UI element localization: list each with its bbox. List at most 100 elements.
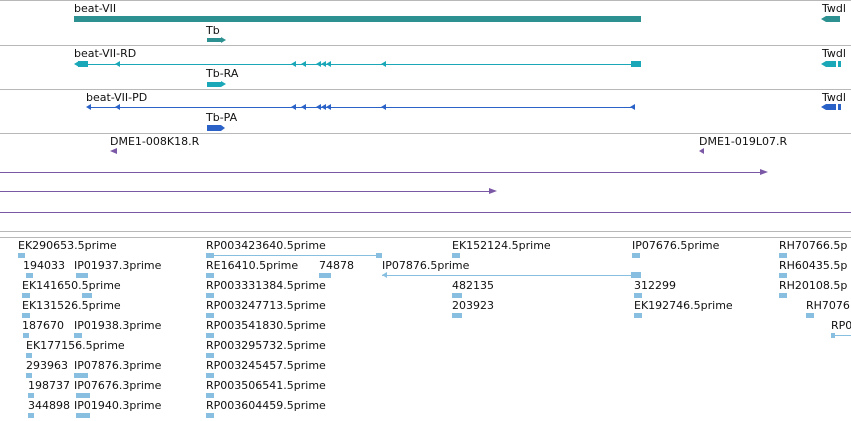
est-label[interactable]: IP07876.3prime (74, 359, 162, 372)
intron-arrow (316, 104, 321, 110)
est-block (634, 293, 642, 298)
est-block (18, 253, 25, 258)
bac-line[interactable] (0, 172, 762, 173)
est-label[interactable]: RP003506541.5prime (206, 379, 326, 392)
est-label[interactable]: RP003604459.5prime (206, 399, 326, 412)
est-block (206, 253, 214, 258)
est-label[interactable]: IP01940.3prime (74, 399, 162, 412)
est-label[interactable]: RP003295732.5prime (206, 339, 326, 352)
est-label[interactable]: 203923 (452, 299, 494, 312)
protein-label-tb-pa[interactable]: Tb-PA (206, 111, 238, 124)
intron-arrow (316, 61, 321, 67)
est-label[interactable]: RP003247713.5prime (206, 299, 326, 312)
bac-arrow (489, 188, 497, 194)
est-label[interactable]: EK290653.5prime (18, 239, 117, 252)
intron-arrow (321, 104, 326, 110)
bac-label-019l07[interactable]: DME1-019L07.R (699, 135, 788, 148)
est-label[interactable]: RP0 (831, 319, 851, 332)
est-line[interactable] (831, 335, 851, 336)
intron-arrow (115, 104, 120, 110)
est-label[interactable]: 293963 (26, 359, 68, 372)
est-label[interactable]: RH20108.5p (779, 279, 848, 292)
est-block (452, 313, 462, 318)
protein-label-twdl-pd[interactable]: Twdl (822, 91, 846, 104)
exon-block (838, 61, 841, 67)
gene-label-tb[interactable]: Tb (206, 24, 220, 37)
track-divider (0, 133, 851, 134)
est-label[interactable]: IP07676.5prime (632, 239, 720, 252)
transcript-label-beat-vii-rd[interactable]: beat-VII-RD (74, 47, 137, 60)
est-label[interactable]: 187670 (22, 319, 64, 332)
est-label[interactable]: RH60435.5p (779, 259, 848, 272)
protein-line-beat-vii-pd[interactable] (88, 107, 634, 108)
transcript-label-twdl-rd[interactable]: Twdl (822, 47, 846, 60)
protein-label-beat-vii-pd[interactable]: beat-VII-PD (86, 91, 148, 104)
est-label[interactable]: IP07876.5prime (382, 259, 470, 272)
transcript-label-tb-ra[interactable]: Tb-RA (206, 67, 239, 80)
gene-label-beat-vii[interactable]: beat-VII (74, 2, 117, 15)
protein-bar-tb-pa[interactable] (207, 125, 221, 131)
intron-arrow (321, 61, 326, 67)
intron-arrow (115, 61, 120, 67)
est-block (28, 393, 34, 398)
est-block (206, 353, 214, 358)
est-label[interactable]: 482135 (452, 279, 494, 292)
gene-arrow-twdl (821, 16, 826, 22)
est-block (206, 273, 214, 278)
est-label[interactable]: RH7076 (806, 299, 850, 312)
gene-label-twdl[interactable]: Twdl (822, 2, 846, 15)
est-label[interactable]: 194033 (23, 259, 65, 272)
est-block (779, 253, 787, 258)
est-label[interactable]: 344898 (28, 399, 70, 412)
est-label[interactable]: RP003331384.5prime (206, 279, 326, 292)
est-block (22, 313, 30, 318)
intron-arrow (326, 61, 331, 67)
track-divider (0, 231, 851, 232)
est-block (206, 333, 214, 338)
exon-block (631, 61, 641, 67)
est-label[interactable]: 74878 (319, 259, 354, 272)
est-block (206, 313, 214, 318)
transcript-line-beat-vii-rd[interactable] (78, 64, 638, 65)
est-label[interactable]: IP01938.3prime (74, 319, 162, 332)
track-divider (0, 0, 851, 1)
strand-arrow (821, 61, 826, 67)
est-label[interactable]: 198737 (28, 379, 70, 392)
est-label[interactable]: RH70766.5p (779, 239, 848, 252)
exon-block (838, 104, 841, 110)
est-block (26, 373, 32, 378)
est-label[interactable]: RP003245457.5prime (206, 359, 326, 372)
est-label[interactable]: RE16410.5prime (206, 259, 299, 272)
transcript-bar-tb-ra[interactable] (207, 82, 221, 87)
est-label[interactable]: EK141650.5prime (22, 279, 121, 292)
bac-line[interactable] (0, 191, 490, 192)
est-label[interactable]: RP003423640.5prime (206, 239, 326, 252)
strand-arrow (74, 61, 79, 67)
est-label[interactable]: EK192746.5prime (634, 299, 733, 312)
est-block (806, 313, 814, 318)
est-label[interactable]: EK131526.5prime (22, 299, 121, 312)
est-block (831, 333, 835, 338)
est-label[interactable]: EK177156.5prime (26, 339, 125, 352)
gene-bar-twdl[interactable] (826, 16, 840, 22)
gene-bar-tb[interactable] (207, 38, 221, 42)
est-block (28, 413, 34, 418)
est-block (206, 413, 214, 418)
exon-block (78, 61, 88, 67)
est-block (452, 253, 460, 258)
bac-label-008k18[interactable]: DME1-008K18.R (110, 135, 200, 148)
est-block (634, 313, 642, 318)
est-label[interactable]: 312299 (634, 279, 676, 292)
est-block (631, 272, 641, 278)
bac-line[interactable] (0, 212, 851, 213)
est-block (319, 273, 331, 278)
est-block (74, 373, 88, 378)
est-label[interactable]: RP003541830.5prime (206, 319, 326, 332)
est-line[interactable] (206, 255, 381, 256)
gene-bar-beat-vii[interactable] (74, 16, 641, 22)
est-label[interactable]: IP01937.3prime (74, 259, 162, 272)
est-label[interactable]: IP07676.3prime (74, 379, 162, 392)
est-label[interactable]: EK152124.5prime (452, 239, 551, 252)
intron-arrow (381, 104, 386, 110)
est-line[interactable] (382, 275, 638, 276)
